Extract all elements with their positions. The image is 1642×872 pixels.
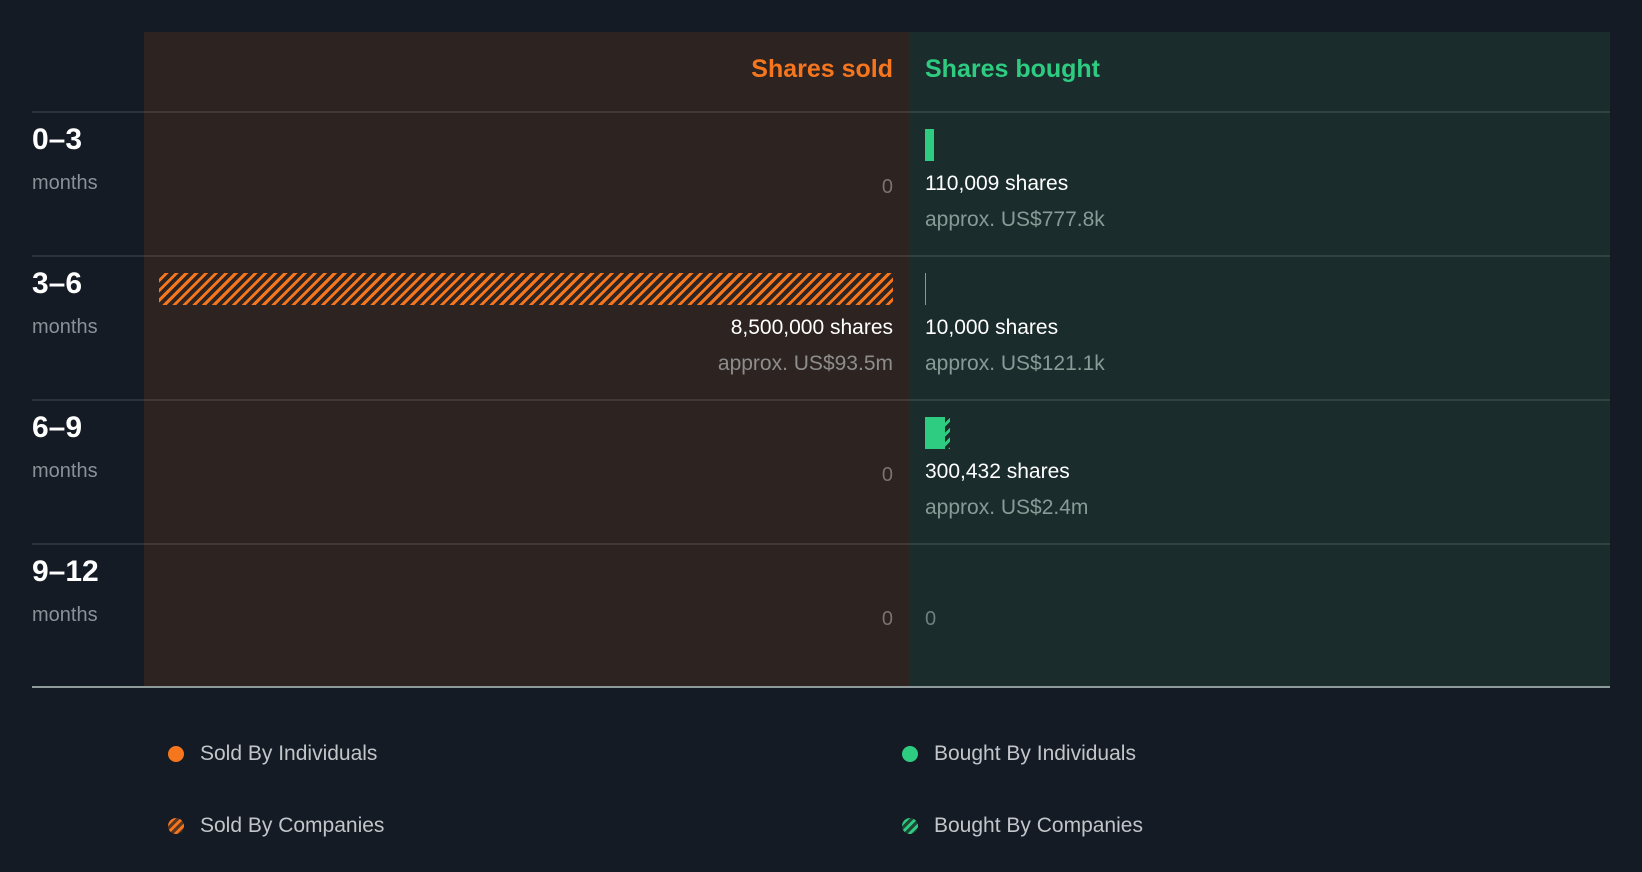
green-hatched-dot-icon bbox=[902, 818, 918, 834]
row-divider bbox=[32, 399, 1610, 401]
bought-shares: 10,000 shares bbox=[925, 316, 1059, 339]
period-label: 9–12 bbox=[32, 555, 99, 588]
bought-approx-value: approx. US$2.4m bbox=[925, 496, 1089, 519]
period-unit: months bbox=[32, 172, 98, 194]
legend-label: Sold By Companies bbox=[200, 814, 385, 837]
bought-individuals-bar[interactable] bbox=[925, 129, 934, 161]
chart-baseline bbox=[32, 686, 1610, 688]
sold-approx-value: approx. US$93.5m bbox=[717, 352, 893, 375]
bought-shares: 300,432 shares bbox=[925, 460, 1070, 483]
period-unit: months bbox=[32, 316, 98, 338]
orange-dot-icon bbox=[168, 746, 184, 762]
sold-companies-bar[interactable] bbox=[159, 273, 893, 305]
bought-individuals-bar[interactable] bbox=[925, 417, 945, 449]
sold-shares: 8,500,000 shares bbox=[730, 316, 893, 339]
legend-sold-companies: Sold By Companies bbox=[168, 814, 384, 838]
legend-label: Bought By Companies bbox=[934, 814, 1143, 837]
shares-sold-header: Shares sold bbox=[751, 55, 893, 83]
bought-shares: 110,009 shares bbox=[925, 172, 1069, 195]
green-dot-icon bbox=[902, 746, 918, 762]
shares-bought-panel bbox=[909, 32, 1610, 687]
row-divider bbox=[32, 111, 1610, 113]
sold-zero-value: 0 bbox=[881, 176, 893, 198]
row-divider bbox=[32, 543, 1610, 545]
period-unit: months bbox=[32, 604, 98, 626]
legend-sold-individuals: Sold By Individuals bbox=[168, 742, 377, 766]
shares-sold-panel bbox=[144, 32, 909, 687]
legend-bought-individuals: Bought By Individuals bbox=[902, 742, 1136, 766]
row-divider bbox=[32, 255, 1610, 257]
legend-bought-companies: Bought By Companies bbox=[902, 814, 1143, 838]
bought-approx-value: approx. US$777.8k bbox=[925, 208, 1105, 231]
sold-zero-value: 0 bbox=[881, 464, 893, 486]
legend-label: Sold By Individuals bbox=[200, 742, 378, 765]
bought-approx-value: approx. US$121.1k bbox=[925, 352, 1105, 375]
bought-zero-value: 0 bbox=[925, 608, 937, 630]
orange-hatched-dot-icon bbox=[168, 818, 184, 834]
period-label: 3–6 bbox=[32, 267, 83, 300]
bought-individuals-bar[interactable] bbox=[925, 273, 926, 305]
shares-bought-header: Shares bought bbox=[925, 55, 1101, 83]
period-row-3-6: 3–6 months 8,500,000 shares approx. US$9… bbox=[0, 257, 1642, 401]
period-label: 6–9 bbox=[32, 411, 83, 444]
legend-label: Bought By Individuals bbox=[934, 742, 1136, 765]
period-unit: months bbox=[32, 460, 98, 482]
period-row-9-12: 9–12 months 0 0 bbox=[0, 545, 1642, 689]
bought-companies-bar[interactable] bbox=[945, 417, 950, 449]
period-label: 0–3 bbox=[32, 123, 83, 156]
sold-zero-value: 0 bbox=[881, 608, 893, 630]
period-row-6-9: 6–9 months 0 300,432 shares approx. US$2… bbox=[0, 401, 1642, 545]
period-row-0-3: 0–3 months 0 110,009 shares approx. US$7… bbox=[0, 113, 1642, 257]
